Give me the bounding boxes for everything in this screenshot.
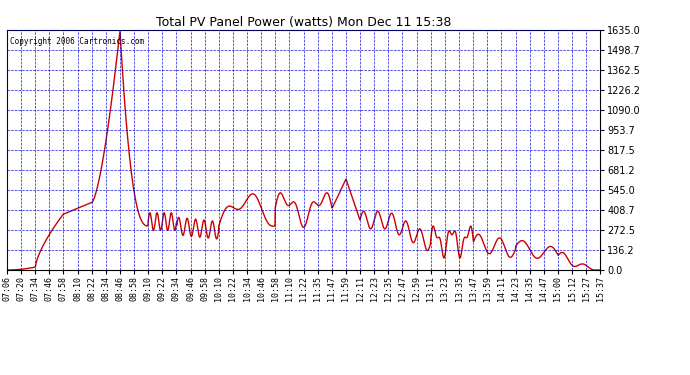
Title: Total PV Panel Power (watts) Mon Dec 11 15:38: Total PV Panel Power (watts) Mon Dec 11 … bbox=[156, 16, 451, 29]
Text: Copyright 2006 Cartronics.com: Copyright 2006 Cartronics.com bbox=[10, 37, 144, 46]
